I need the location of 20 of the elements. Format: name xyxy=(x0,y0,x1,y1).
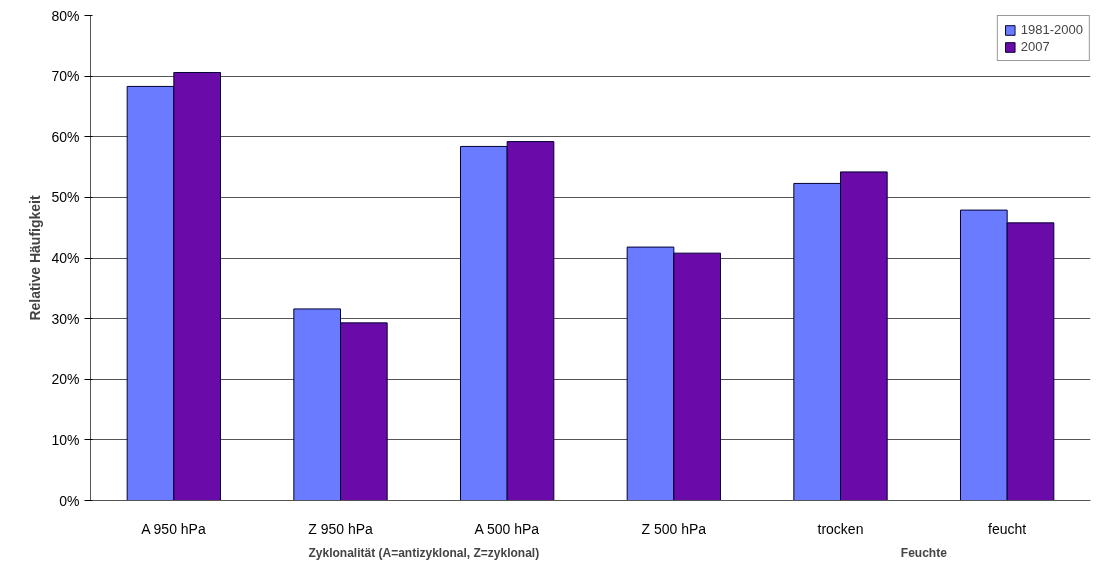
y-tick-label: 70% xyxy=(51,68,80,85)
text: Zyklonalität (A=antizyklonal, Z=zyklonal) xyxy=(308,545,540,560)
y-tick-label: 60% xyxy=(51,128,80,145)
text: Feuchte xyxy=(900,545,948,560)
x-tick-label: Z 500 hPa xyxy=(641,520,707,537)
y-tick-label: 50% xyxy=(51,189,80,206)
y-tick-label: 10% xyxy=(51,431,80,448)
y-axis-title: Relative Häufigkeit xyxy=(27,195,44,321)
x-tick-label: feucht xyxy=(988,520,1027,537)
y-tick-label: 40% xyxy=(51,250,80,266)
y-tick-label: 30% xyxy=(51,310,80,327)
x-tick-label: Z 950 hPa xyxy=(308,520,374,537)
legend-label: 1981-2000 xyxy=(1020,22,1083,37)
y-tick-label: 80% xyxy=(51,7,80,24)
legend-label: 2007 xyxy=(1020,39,1050,54)
x-tick-label: trocken xyxy=(817,520,864,537)
y-tick-label: 20% xyxy=(51,371,80,388)
y-tick-label: 0% xyxy=(59,492,80,509)
x-tick-label: A 500 hPa xyxy=(474,520,540,537)
x-tick-label: A 950 hPa xyxy=(141,520,206,537)
